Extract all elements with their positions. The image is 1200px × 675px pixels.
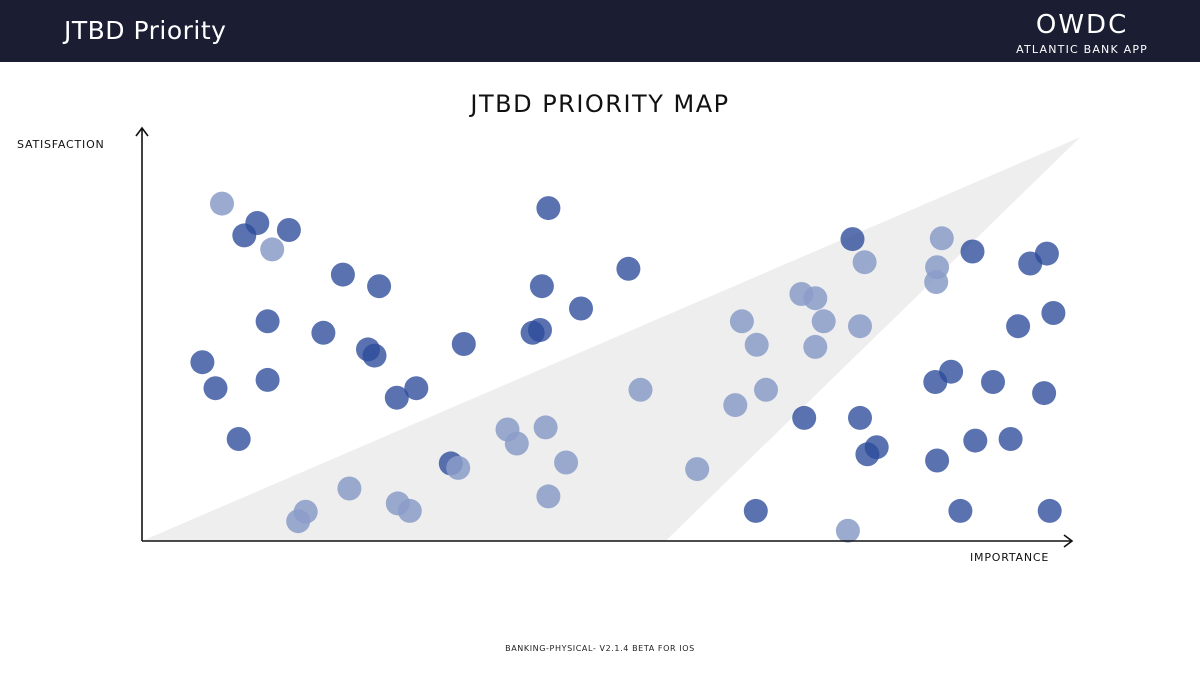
- x-axis-label: IMPORTANCE: [970, 551, 1050, 564]
- data-point-dark-3: [276, 218, 301, 242]
- data-point-dark-18: [536, 196, 561, 221]
- data-point-light-19: [754, 377, 778, 402]
- version-footer: BANKING-PHYSICAL- V2.1.4 BETA FOR IOS: [505, 644, 695, 653]
- data-point-dark-16: [451, 332, 476, 356]
- top-header-bar: JTBD Priority OWDC ATLANTIC BANK APP: [0, 0, 1200, 62]
- data-point-dark-38: [963, 428, 988, 453]
- data-point-dark-34: [848, 405, 872, 430]
- data-point-dark-4: [190, 350, 215, 375]
- data-point-light-1: [210, 191, 234, 216]
- y-axis-label: SATISFACTION: [17, 138, 105, 151]
- data-point-dark-19: [529, 274, 554, 299]
- data-point-light-28: [924, 270, 949, 294]
- data-point-light-3: [446, 455, 471, 480]
- brand-block: OWDC ATLANTIC BANK APP: [1016, 10, 1148, 56]
- data-point-light-2: [260, 237, 285, 262]
- data-point-dark-30: [939, 359, 964, 384]
- data-point-dark-6: [255, 309, 280, 334]
- data-point-light-21: [803, 286, 828, 311]
- data-point-dark-36: [855, 442, 880, 467]
- y-axis-arrow-icon: [135, 126, 149, 137]
- data-point-light-6: [397, 498, 422, 523]
- data-point-dark-21: [520, 320, 545, 345]
- data-point-dark-8: [226, 427, 251, 451]
- data-point-light-26: [929, 226, 954, 251]
- data-point-light-14: [628, 377, 653, 402]
- data-point-light-15: [685, 457, 710, 482]
- data-point-light-17: [744, 332, 769, 357]
- data-point-dark-10: [311, 320, 336, 345]
- data-point-dark-14: [384, 385, 409, 410]
- data-point-light-24: [852, 250, 877, 275]
- data-point-dark-15: [404, 376, 429, 401]
- data-point-light-29: [835, 518, 860, 543]
- data-point-dark-41: [948, 498, 973, 523]
- data-point-light-12: [554, 450, 579, 475]
- page-title: JTBD Priority: [64, 16, 227, 45]
- data-points-group: [190, 191, 1066, 543]
- data-point-dark-32: [1032, 381, 1057, 406]
- data-point-light-16: [729, 309, 754, 334]
- data-point-light-25: [848, 314, 872, 339]
- axes: [135, 126, 1074, 548]
- opportunity-zone: [142, 137, 1081, 541]
- data-point-light-4: [337, 476, 362, 501]
- data-point-light-23: [803, 334, 828, 359]
- data-point-light-13: [536, 484, 561, 509]
- data-point-light-11: [533, 415, 558, 440]
- chart-title: JTBD PRIORITY MAP: [470, 90, 730, 118]
- data-point-dark-39: [998, 427, 1023, 451]
- data-point-light-10: [504, 431, 529, 456]
- brand-subtitle: ATLANTIC BANK APP: [1016, 43, 1148, 56]
- data-point-dark-11: [367, 274, 392, 299]
- data-point-dark-13: [356, 337, 380, 362]
- data-point-dark-22: [569, 296, 593, 321]
- brand-logo-text: OWDC: [1035, 10, 1129, 40]
- data-point-light-22: [811, 309, 836, 334]
- data-point-dark-7: [255, 367, 280, 392]
- data-point-dark-43: [840, 227, 865, 252]
- data-point-dark-27: [1006, 314, 1031, 339]
- data-point-dark-23: [616, 256, 641, 281]
- data-point-dark-31: [981, 370, 1005, 394]
- data-point-light-8: [286, 509, 311, 534]
- data-point-dark-2: [232, 223, 257, 248]
- x-axis-arrow-icon: [1063, 534, 1074, 548]
- data-point-dark-42: [1037, 498, 1062, 523]
- data-point-dark-24: [960, 239, 985, 264]
- data-point-light-18: [723, 393, 748, 418]
- data-point-dark-26: [1034, 241, 1059, 266]
- data-point-dark-28: [1041, 301, 1066, 325]
- data-point-dark-5: [203, 376, 228, 401]
- data-point-dark-40: [743, 498, 768, 523]
- data-point-dark-9: [330, 262, 355, 287]
- data-point-dark-33: [792, 405, 817, 430]
- data-point-dark-37: [925, 448, 950, 473]
